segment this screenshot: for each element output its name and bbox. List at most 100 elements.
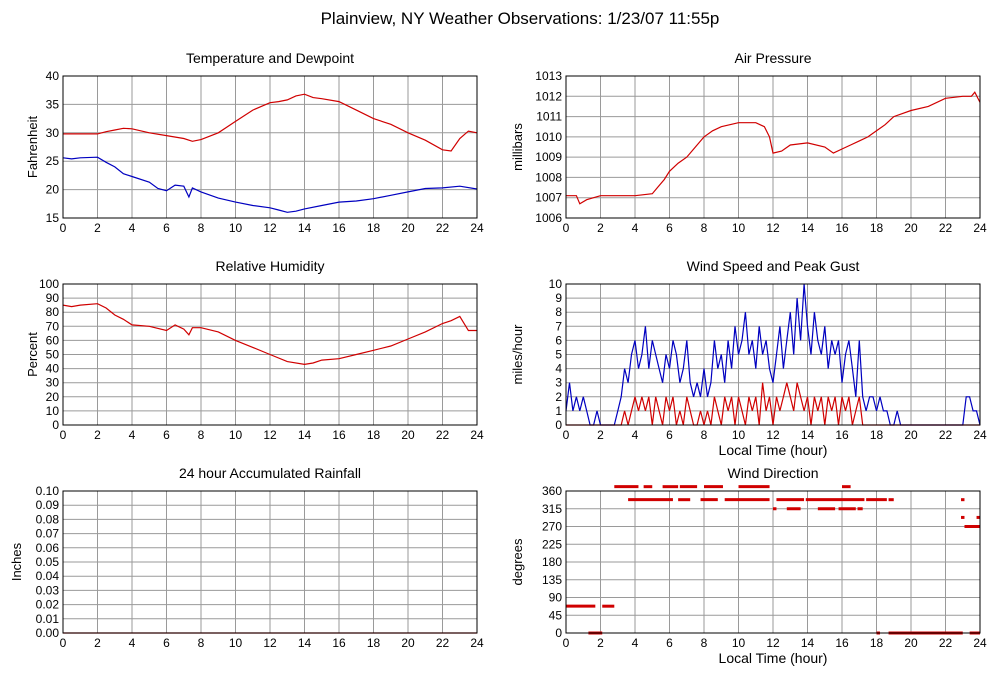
x-tick-label: 24 xyxy=(470,428,484,442)
plot-frame xyxy=(62,283,478,426)
chart-title: 24 hour Accumulated Rainfall xyxy=(179,465,361,481)
x-tick-label: 8 xyxy=(198,636,205,650)
chart-temp: 0 2 4 6 8 10 12 14 16 18 20 22 24152025303540Tempera… xyxy=(25,50,484,235)
x-tick-label: 4 xyxy=(632,428,639,442)
y-tick-label: 0.02 xyxy=(36,598,60,612)
y-tick-label: 0 xyxy=(555,418,562,432)
x-tick-label: 8 xyxy=(701,221,708,235)
x-tick-label: 14 xyxy=(298,221,312,235)
x-tick-label: 22 xyxy=(939,221,953,235)
x-tick-label: 10 xyxy=(229,636,243,650)
chart-title: Temperature and Dewpoint xyxy=(186,50,354,66)
x-tick-label: 14 xyxy=(298,636,312,650)
y-tick-label: 40 xyxy=(46,69,60,83)
y-tick-label: 0.01 xyxy=(36,612,60,626)
y-tick-label: 0.09 xyxy=(36,498,60,512)
y-tick-label: 360 xyxy=(542,484,562,498)
x-tick-label: 0 xyxy=(563,221,570,235)
x-tick-label: 14 xyxy=(801,428,815,442)
y-tick-label: 1 xyxy=(555,404,562,418)
y-axis-label: millibars xyxy=(510,123,525,171)
x-tick-label: 10 xyxy=(229,221,243,235)
y-tick-label: 1012 xyxy=(535,89,562,103)
chart-press: 0 2 4 6 8 10 12 14 16 18 20 22 241006100710081009101… xyxy=(510,50,987,235)
y-tick-label: 1008 xyxy=(535,170,562,184)
y-tick-label: 1013 xyxy=(535,69,562,83)
y-tick-label: 4 xyxy=(555,362,562,376)
x-tick-label: 0 xyxy=(563,428,570,442)
x-tick-label: 6 xyxy=(666,221,673,235)
x-tick-label: 18 xyxy=(367,428,381,442)
y-tick-label: 7 xyxy=(555,319,562,333)
x-tick-label: 18 xyxy=(367,221,381,235)
x-tick-label: 24 xyxy=(470,636,484,650)
y-tick-label: 40 xyxy=(46,362,60,376)
x-tick-label: 12 xyxy=(263,428,277,442)
x-tick-label: 2 xyxy=(94,636,101,650)
x-tick-label: 10 xyxy=(732,221,746,235)
y-axis-label: Percent xyxy=(25,332,40,377)
x-tick-label: 24 xyxy=(973,636,987,650)
charts-area: 0 2 4 6 8 10 12 14 16 18 20 22 24152025303540Tempera… xyxy=(9,50,987,666)
y-tick-label: 35 xyxy=(46,97,60,111)
x-tick-label: 4 xyxy=(129,221,136,235)
x-axis-label: Local Time (hour) xyxy=(719,650,828,666)
x-tick-label: 18 xyxy=(870,428,884,442)
y-tick-label: 1007 xyxy=(535,191,562,205)
y-tick-label: 45 xyxy=(549,608,563,622)
y-tick-label: 10 xyxy=(46,404,60,418)
x-tick-label: 20 xyxy=(904,428,918,442)
x-tick-label: 4 xyxy=(632,636,639,650)
x-tick-label: 2 xyxy=(597,636,604,650)
x-tick-label: 6 xyxy=(666,636,673,650)
y-tick-label: 0.06 xyxy=(36,541,60,555)
x-tick-label: 6 xyxy=(666,428,673,442)
x-tick-label: 18 xyxy=(870,636,884,650)
x-tick-label: 6 xyxy=(163,428,170,442)
y-tick-label: 25 xyxy=(46,154,60,168)
y-tick-label: 70 xyxy=(46,319,60,333)
x-tick-label: 16 xyxy=(835,428,849,442)
y-tick-label: 50 xyxy=(46,348,60,362)
y-tick-label: 0.03 xyxy=(36,583,60,597)
plot-frame xyxy=(565,490,981,634)
y-tick-label: 30 xyxy=(46,126,60,140)
x-tick-label: 4 xyxy=(129,428,136,442)
x-tick-label: 18 xyxy=(367,636,381,650)
y-tick-label: 0 xyxy=(52,418,59,432)
x-tick-label: 8 xyxy=(198,221,205,235)
x-tick-label: 16 xyxy=(332,221,346,235)
x-tick-label: 14 xyxy=(801,221,815,235)
series-line-0 xyxy=(566,91,981,205)
x-tick-label: 20 xyxy=(904,636,918,650)
x-tick-label: 22 xyxy=(939,636,953,650)
x-tick-label: 16 xyxy=(835,221,849,235)
x-tick-label: 16 xyxy=(332,428,346,442)
x-tick-label: 8 xyxy=(701,636,708,650)
x-tick-label: 12 xyxy=(263,636,277,650)
x-tick-label: 10 xyxy=(732,636,746,650)
x-axis-label: Local Time (hour) xyxy=(719,442,828,458)
x-tick-label: 2 xyxy=(597,221,604,235)
x-tick-label: 2 xyxy=(94,428,101,442)
series-line-0 xyxy=(62,303,477,366)
y-tick-label: 2 xyxy=(555,390,562,404)
y-tick-label: 9 xyxy=(555,291,562,305)
x-tick-label: 20 xyxy=(401,428,415,442)
y-axis-label: degrees xyxy=(510,538,525,585)
x-tick-label: 10 xyxy=(732,428,746,442)
x-tick-label: 18 xyxy=(870,221,884,235)
y-tick-label: 15 xyxy=(46,211,60,225)
plot-frame xyxy=(62,490,478,634)
x-tick-label: 0 xyxy=(60,428,67,442)
y-tick-label: 1010 xyxy=(535,130,562,144)
y-tick-label: 0.05 xyxy=(36,555,60,569)
y-tick-label: 5 xyxy=(555,348,562,362)
y-tick-label: 3 xyxy=(555,376,562,390)
y-tick-label: 8 xyxy=(555,305,562,319)
y-tick-label: 6 xyxy=(555,333,562,347)
plot-frame xyxy=(565,283,981,426)
x-tick-label: 0 xyxy=(563,636,570,650)
x-tick-label: 12 xyxy=(766,636,780,650)
